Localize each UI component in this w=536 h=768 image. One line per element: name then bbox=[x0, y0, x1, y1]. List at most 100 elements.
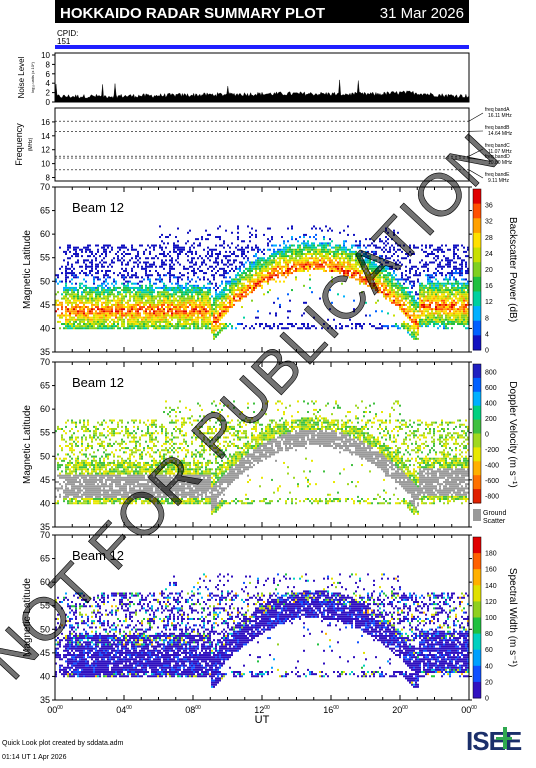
heatmap-cell bbox=[335, 251, 337, 253]
heatmap-cell bbox=[71, 287, 73, 289]
heatmap-cell bbox=[189, 315, 191, 317]
heatmap-cell bbox=[447, 312, 449, 314]
heatmap-cell bbox=[159, 266, 161, 268]
heatmap-cell bbox=[87, 298, 89, 300]
heatmap-cell bbox=[333, 253, 335, 255]
heatmap-cell bbox=[285, 257, 287, 259]
heatmap-cell bbox=[257, 276, 259, 278]
heatmap-cell bbox=[427, 312, 429, 314]
heatmap-cell bbox=[129, 319, 131, 321]
heatmap-cell bbox=[149, 308, 151, 310]
heatmap-cell bbox=[293, 251, 295, 253]
heatmap-cell bbox=[213, 261, 215, 263]
heatmap-cell bbox=[451, 259, 453, 261]
heatmap-cell bbox=[465, 287, 467, 289]
heatmap-cell bbox=[85, 274, 87, 276]
heatmap-cell bbox=[87, 502, 89, 504]
heatmap-cell bbox=[203, 315, 205, 317]
heatmap-cell bbox=[315, 247, 317, 249]
heatmap-cell bbox=[429, 312, 431, 314]
heatmap-cell bbox=[87, 475, 89, 477]
heatmap-cell bbox=[173, 306, 175, 308]
heatmap-cell bbox=[203, 272, 205, 274]
heatmap-cell bbox=[69, 321, 71, 323]
heatmap-cell bbox=[461, 319, 463, 321]
heatmap-cell bbox=[167, 300, 169, 302]
heatmap-cell bbox=[171, 323, 173, 325]
heatmap-cell bbox=[65, 485, 67, 487]
heatmap-cell bbox=[309, 261, 311, 263]
heatmap-cell bbox=[167, 321, 169, 323]
heatmap-cell bbox=[327, 255, 329, 257]
heatmap-cell bbox=[111, 312, 113, 314]
heatmap-cell bbox=[459, 306, 461, 308]
heatmap-cell bbox=[413, 285, 415, 287]
heatmap-cell bbox=[143, 302, 145, 304]
heatmap-cell bbox=[101, 490, 103, 492]
heatmap-cell bbox=[447, 298, 449, 300]
heatmap-cell bbox=[161, 253, 163, 255]
heatmap-cell bbox=[273, 278, 275, 280]
heatmap-cell bbox=[197, 300, 199, 302]
heatmap-cell bbox=[271, 236, 273, 238]
heatmap-cell bbox=[71, 274, 73, 276]
heatmap-cell bbox=[139, 295, 141, 297]
heatmap-cell bbox=[393, 315, 395, 317]
heatmap-cell bbox=[425, 304, 427, 306]
heatmap-cell bbox=[187, 291, 189, 293]
heatmap-cell bbox=[393, 300, 395, 302]
heatmap-cell bbox=[147, 327, 149, 329]
frequency-band-leader bbox=[469, 113, 483, 121]
heatmap-cell bbox=[67, 445, 69, 447]
heatmap-cell bbox=[455, 287, 457, 289]
heatmap-cell bbox=[85, 483, 87, 485]
heatmap-cell bbox=[181, 315, 183, 317]
heatmap-cell bbox=[103, 302, 105, 304]
heatmap-cell bbox=[177, 306, 179, 308]
heatmap-cell bbox=[461, 285, 463, 287]
heatmap-cell bbox=[133, 319, 135, 321]
heatmap-cell bbox=[99, 278, 101, 280]
heatmap-cell bbox=[237, 236, 239, 238]
heatmap-cell bbox=[207, 319, 209, 321]
heatmap-cell bbox=[299, 259, 301, 261]
heatmap-cell bbox=[201, 321, 203, 323]
heatmap-cell bbox=[195, 264, 197, 266]
heatmap-cell bbox=[249, 281, 251, 283]
heatmap-cell bbox=[431, 287, 433, 289]
heatmap-cell bbox=[103, 496, 105, 498]
heatmap-cell bbox=[85, 496, 87, 498]
heatmap-cell bbox=[329, 238, 331, 240]
heatmap-cell bbox=[433, 325, 435, 327]
heatmap-cell bbox=[149, 293, 151, 295]
heatmap-cell bbox=[401, 291, 403, 293]
heatmap-cell bbox=[223, 295, 225, 297]
heatmap-cell bbox=[387, 327, 389, 329]
heatmap-cell bbox=[145, 293, 147, 295]
heatmap-cell bbox=[407, 306, 409, 308]
heatmap-cell bbox=[435, 272, 437, 274]
heatmap-cell bbox=[441, 245, 443, 247]
heatmap-cell bbox=[125, 327, 127, 329]
heatmap-cell bbox=[223, 306, 225, 308]
heatmap-cell bbox=[325, 253, 327, 255]
heatmap-cell bbox=[107, 283, 109, 285]
heatmap-cell bbox=[173, 251, 175, 253]
heatmap-cell bbox=[85, 315, 87, 317]
heatmap-cell bbox=[243, 295, 245, 297]
heatmap-cell bbox=[73, 272, 75, 274]
heatmap-cell bbox=[59, 317, 61, 319]
heatmap-cell bbox=[117, 255, 119, 257]
heatmap-cell bbox=[405, 295, 407, 297]
heatmap-cell bbox=[103, 498, 105, 500]
heatmap-cell bbox=[97, 295, 99, 297]
heatmap-cell bbox=[199, 304, 201, 306]
heatmap-cell bbox=[135, 274, 137, 276]
heatmap-cell bbox=[189, 295, 191, 297]
heatmap-cell bbox=[217, 325, 219, 327]
heatmap-cell bbox=[295, 251, 297, 253]
heatmap-cell bbox=[121, 283, 123, 285]
heatmap-cell bbox=[85, 464, 87, 466]
heatmap-cell bbox=[127, 310, 129, 312]
heatmap-cell bbox=[449, 317, 451, 319]
